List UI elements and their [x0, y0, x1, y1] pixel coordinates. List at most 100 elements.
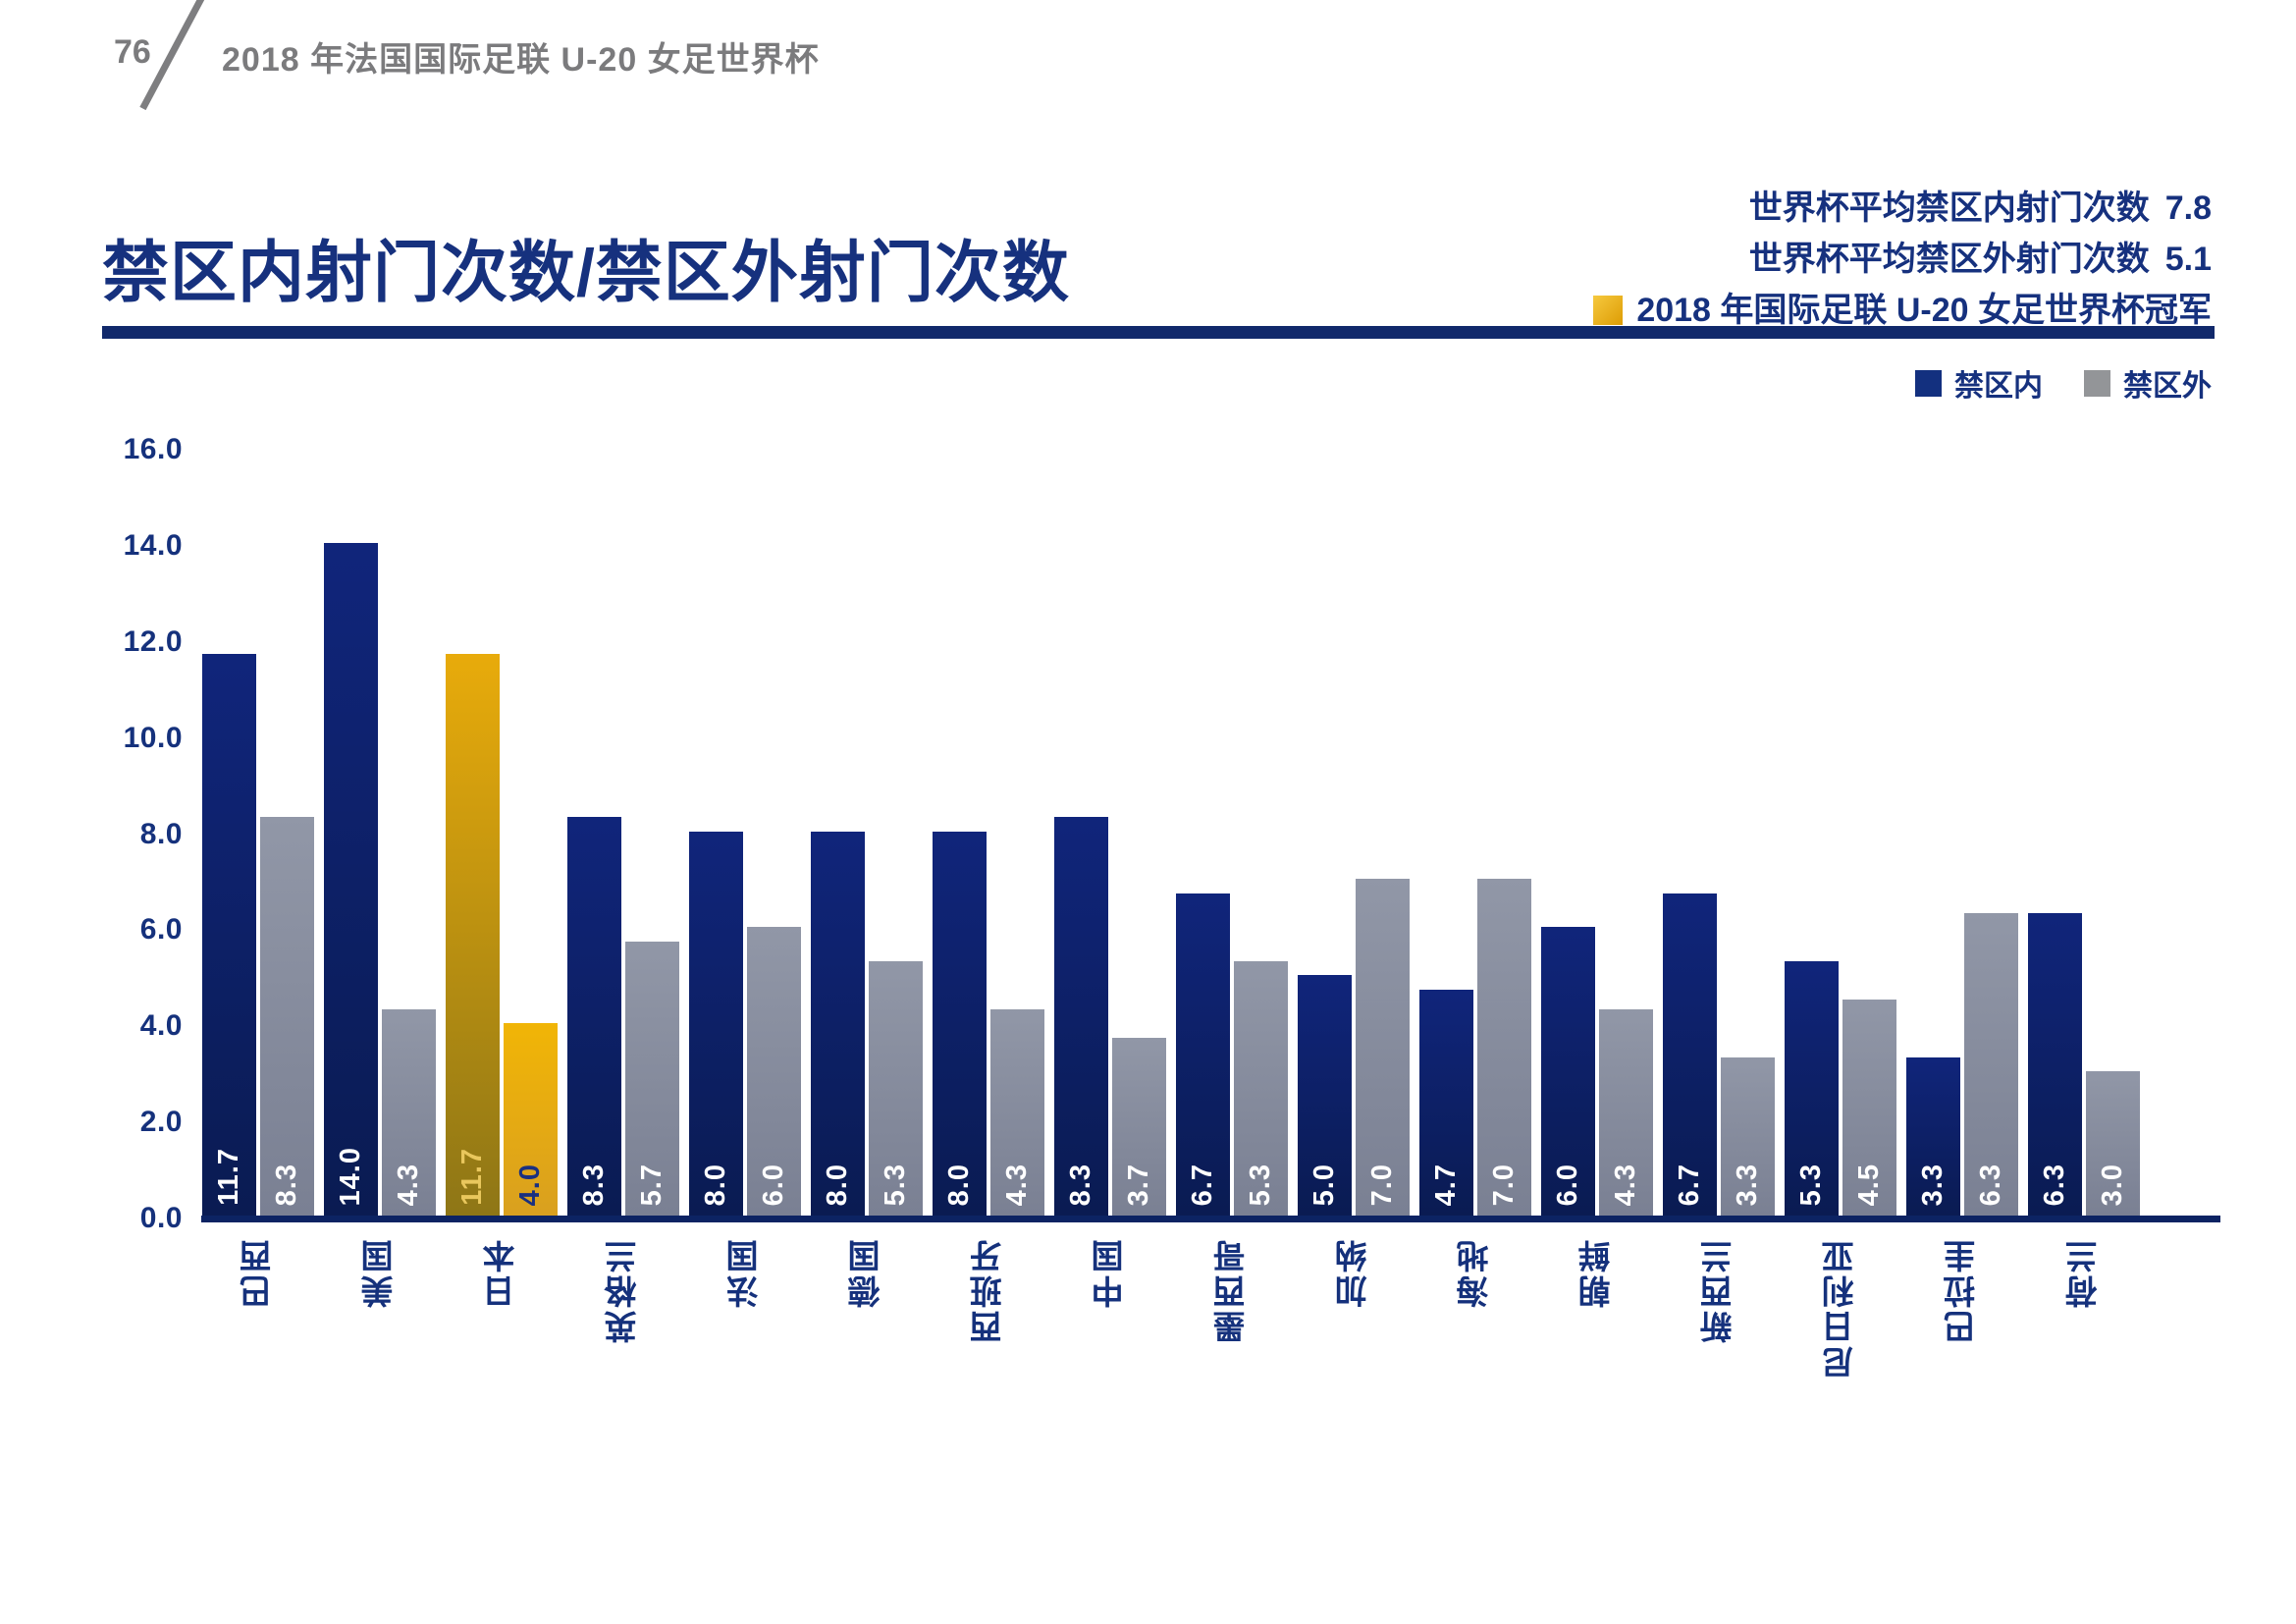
- bar-value-label: 7.0: [1366, 1163, 1398, 1206]
- category-label: 加纳: [1335, 1237, 1371, 1308]
- category-label-box: 巴西: [202, 1237, 314, 1483]
- title-divider-rule: [102, 326, 2215, 339]
- champion-note: 2018 年国际足联 U-20 女足世界杯冠军: [1593, 285, 2212, 336]
- champion-gold-swatch-icon: [1593, 296, 1624, 325]
- category-label: 西班牙: [970, 1237, 1006, 1343]
- bar-value-label: 3.7: [1123, 1163, 1154, 1206]
- avg-inside-label: 世界杯平均禁区内射门次数: [1748, 189, 2150, 227]
- category-label: 日本: [483, 1237, 519, 1308]
- avg-outside-value: 5.1: [2164, 241, 2212, 278]
- y-tick-label: 4.0: [139, 1009, 183, 1042]
- bar-value-label: 8.0: [822, 1163, 853, 1206]
- bar-value-label: 5.3: [1795, 1163, 1827, 1206]
- category-label-box: 荷兰: [2028, 1237, 2140, 1483]
- bar-outside: 8.3: [260, 817, 314, 1216]
- bar-chart-plot-area: 11.7 8.3 14.0 4.3 11.7 4.0 8.3 5.7 8.0 6.0 8.0 5.3 8…: [202, 447, 2140, 1216]
- bar-value-label: 3.0: [2097, 1163, 2128, 1206]
- bar-pair: 14.0 4.3: [324, 543, 436, 1216]
- bar-value-label: 5.7: [636, 1163, 667, 1206]
- champion-note-label: 2018 年国际足联 U-20 女足世界杯冠军: [1636, 292, 2212, 329]
- avg-outside-label: 世界杯平均禁区外射门次数: [1748, 241, 2150, 278]
- bar-outside: 4.3: [382, 1009, 436, 1216]
- bar-value-label: 6.0: [1552, 1163, 1583, 1206]
- bar-pair: 3.3 6.3: [1906, 913, 2018, 1216]
- legend-outside-swatch-icon: [2084, 369, 2110, 397]
- category-label: 巴拉圭: [1944, 1237, 1980, 1343]
- y-tick-label: 6.0: [139, 913, 183, 946]
- page-title: 禁区内射门次数/禁区外射门次数: [102, 236, 1070, 310]
- bar-outside: 4.3: [990, 1009, 1044, 1216]
- bar-value-label: 14.0: [335, 1146, 366, 1206]
- category-label-box: 美国: [324, 1237, 436, 1483]
- bar-pair: 6.3 3.0: [2028, 913, 2140, 1216]
- category-label-box: 德国: [811, 1237, 923, 1483]
- category-label-box: 巴拉圭: [1906, 1237, 2018, 1483]
- bar-pair: 11.7 8.3: [202, 654, 314, 1216]
- category-label-box: 中国: [1054, 1237, 1166, 1483]
- category-label-box: 尼日利亚: [1785, 1237, 1896, 1483]
- bar-value-label: 6.7: [1674, 1163, 1705, 1206]
- x-axis-category-labels: 巴西 美国 日本 英格兰 法国 德国 西班牙 中国 墨西哥 加纳 海地 朝鲜 新西兰 尼日利亚 巴拉圭 荷兰: [202, 1237, 2140, 1483]
- bar-inside: 5.3: [1785, 961, 1839, 1216]
- bar-value-label: 4.3: [1610, 1163, 1641, 1206]
- bar-value-label: 8.0: [943, 1163, 975, 1206]
- bar-inside: 6.3: [2028, 913, 2082, 1216]
- category-label-box: 日本: [446, 1237, 558, 1483]
- bar-inside: 5.0: [1298, 975, 1352, 1216]
- bar-outside: 7.0: [1477, 879, 1531, 1216]
- bar-pair: 8.3 5.7: [567, 817, 679, 1216]
- bar-value-label: 4.3: [393, 1163, 424, 1206]
- avg-inside-value: 7.8: [2164, 189, 2212, 227]
- category-label: 朝鲜: [1578, 1237, 1615, 1308]
- bar-pair: 6.7 5.3: [1176, 893, 1288, 1216]
- y-tick-label: 0.0: [139, 1202, 183, 1234]
- bar-pair: 4.7 7.0: [1419, 879, 1531, 1216]
- bar-outside: 7.0: [1356, 879, 1410, 1216]
- legend-item-inside: 禁区内: [1915, 361, 2043, 405]
- bar-inside: 8.0: [933, 832, 987, 1216]
- bar-value-label: 4.5: [1853, 1163, 1885, 1206]
- bar-inside: 6.0: [1541, 927, 1595, 1216]
- category-label: 中国: [1092, 1237, 1128, 1308]
- category-label: 巴西: [240, 1237, 276, 1308]
- bar-value-label: 6.0: [758, 1163, 789, 1206]
- category-label: 英格兰: [605, 1237, 641, 1343]
- bar-outside: 5.7: [625, 942, 679, 1216]
- y-tick-label: 8.0: [139, 818, 183, 850]
- bar-value-label: 7.0: [1488, 1163, 1520, 1206]
- category-label-box: 海地: [1419, 1237, 1531, 1483]
- bar-value-label: 11.7: [456, 1148, 488, 1206]
- bar-inside: 11.7: [446, 654, 500, 1216]
- bar-inside: 4.7: [1419, 990, 1473, 1216]
- avg-inside-stat: 世界杯平均禁区内射门次数 7.8: [1593, 183, 2212, 234]
- bar-pair: 5.3 4.5: [1785, 961, 1896, 1216]
- y-tick-label: 2.0: [139, 1106, 183, 1138]
- bar-inside: 3.3: [1906, 1057, 1960, 1216]
- bar-inside: 8.3: [1054, 817, 1108, 1216]
- y-tick-label: 12.0: [123, 625, 183, 658]
- bar-inside: 6.7: [1663, 893, 1717, 1216]
- bar-outside: 4.3: [1599, 1009, 1653, 1216]
- bar-value-label: 6.3: [2039, 1163, 2070, 1206]
- bar-outside: 6.3: [1964, 913, 2018, 1216]
- category-label: 德国: [848, 1237, 884, 1308]
- bar-inside: 14.0: [324, 543, 378, 1216]
- legend-outside-label: 禁区外: [2123, 370, 2212, 403]
- legend-inside-label: 禁区内: [1954, 370, 2043, 403]
- y-tick-label: 10.0: [123, 722, 183, 754]
- bar-pair: 8.0 5.3: [811, 832, 923, 1216]
- category-label-box: 西班牙: [933, 1237, 1044, 1483]
- bar-value-label: 8.3: [578, 1163, 610, 1206]
- category-label: 美国: [361, 1237, 398, 1308]
- chart-legend: 禁区内 禁区外: [1915, 361, 2212, 405]
- category-label: 法国: [726, 1237, 763, 1308]
- bar-value-label: 8.3: [1065, 1163, 1096, 1206]
- x-axis-baseline: [201, 1216, 2220, 1222]
- bar-pair: 8.3 3.7: [1054, 817, 1166, 1216]
- bar-outside: 3.0: [2086, 1071, 2140, 1216]
- bar-value-label: 11.7: [213, 1148, 244, 1206]
- bar-outside: 3.7: [1112, 1038, 1166, 1216]
- running-header-title: 2018 年法国国际足联 U-20 女足世界杯: [222, 41, 820, 79]
- bar-value-label: 3.3: [1732, 1163, 1763, 1206]
